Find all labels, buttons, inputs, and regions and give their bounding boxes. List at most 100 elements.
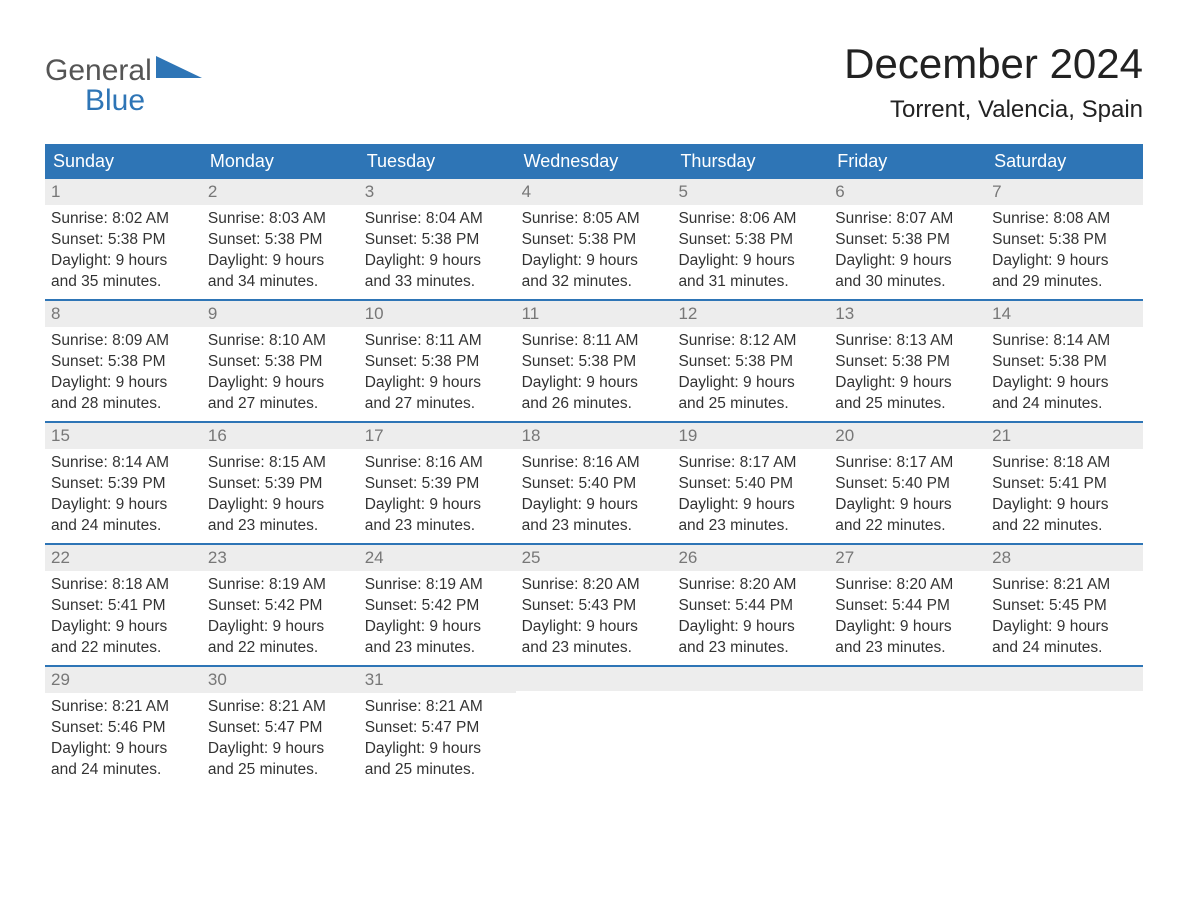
day-number: 22 [45,545,202,571]
calendar-grid: SundayMondayTuesdayWednesdayThursdayFrid… [45,144,1143,787]
day-cell: 30Sunrise: 8:21 AMSunset: 5:47 PMDayligh… [202,667,359,787]
sunrise-line: Sunrise: 8:08 AM [992,209,1137,230]
daylight-line-2: and 25 minutes. [835,394,980,415]
sunrise-line: Sunrise: 8:20 AM [522,575,667,596]
sunset-line: Sunset: 5:38 PM [365,230,510,251]
sunset-line: Sunset: 5:39 PM [208,474,353,495]
sunset-line: Sunset: 5:41 PM [51,596,196,617]
logo-word-blue: Blue [45,86,152,116]
logo-text: General Blue [45,56,152,116]
day-cell [672,667,829,787]
day-body: Sunrise: 8:02 AMSunset: 5:38 PMDaylight:… [45,205,202,299]
sunrise-line: Sunrise: 8:06 AM [678,209,823,230]
sunset-line: Sunset: 5:43 PM [522,596,667,617]
sunrise-line: Sunrise: 8:14 AM [992,331,1137,352]
day-body: Sunrise: 8:05 AMSunset: 5:38 PMDaylight:… [516,205,673,299]
day-number: 5 [672,179,829,205]
weekday-header: Monday [202,144,359,179]
daylight-line-1: Daylight: 9 hours [51,617,196,638]
day-number: 15 [45,423,202,449]
daylight-line-1: Daylight: 9 hours [522,373,667,394]
day-number: 17 [359,423,516,449]
daylight-line-1: Daylight: 9 hours [51,251,196,272]
day-number: 29 [45,667,202,693]
day-number: 27 [829,545,986,571]
daylight-line-2: and 22 minutes. [51,638,196,659]
daylight-line-2: and 22 minutes. [835,516,980,537]
sunrise-line: Sunrise: 8:18 AM [51,575,196,596]
daylight-line-2: and 28 minutes. [51,394,196,415]
day-number: 1 [45,179,202,205]
daylight-line-2: and 23 minutes. [208,516,353,537]
day-cell: 31Sunrise: 8:21 AMSunset: 5:47 PMDayligh… [359,667,516,787]
daylight-line-2: and 23 minutes. [365,516,510,537]
day-cell: 1Sunrise: 8:02 AMSunset: 5:38 PMDaylight… [45,179,202,299]
empty-day-number [986,667,1143,691]
daylight-line-1: Daylight: 9 hours [835,617,980,638]
daylight-line-1: Daylight: 9 hours [835,373,980,394]
logo-word-general: General [45,56,152,86]
daylight-line-2: and 35 minutes. [51,272,196,293]
day-number: 2 [202,179,359,205]
day-cell: 29Sunrise: 8:21 AMSunset: 5:46 PMDayligh… [45,667,202,787]
daylight-line-1: Daylight: 9 hours [522,495,667,516]
day-cell: 14Sunrise: 8:14 AMSunset: 5:38 PMDayligh… [986,301,1143,421]
day-body: Sunrise: 8:20 AMSunset: 5:44 PMDaylight:… [829,571,986,665]
month-title: December 2024 [844,40,1143,88]
sunset-line: Sunset: 5:45 PM [992,596,1137,617]
day-cell: 8Sunrise: 8:09 AMSunset: 5:38 PMDaylight… [45,301,202,421]
weeks-container: 1Sunrise: 8:02 AMSunset: 5:38 PMDaylight… [45,179,1143,787]
sunrise-line: Sunrise: 8:21 AM [365,697,510,718]
day-cell: 17Sunrise: 8:16 AMSunset: 5:39 PMDayligh… [359,423,516,543]
sunset-line: Sunset: 5:38 PM [992,352,1137,373]
weekday-header: Tuesday [359,144,516,179]
sunset-line: Sunset: 5:40 PM [678,474,823,495]
logo-triangle-icon [156,56,206,89]
daylight-line-1: Daylight: 9 hours [522,251,667,272]
sunrise-line: Sunrise: 8:10 AM [208,331,353,352]
daylight-line-2: and 23 minutes. [678,638,823,659]
day-number: 24 [359,545,516,571]
sunrise-line: Sunrise: 8:14 AM [51,453,196,474]
sunset-line: Sunset: 5:40 PM [835,474,980,495]
daylight-line-2: and 23 minutes. [835,638,980,659]
sunset-line: Sunset: 5:40 PM [522,474,667,495]
daylight-line-2: and 24 minutes. [992,638,1137,659]
calendar-week: 22Sunrise: 8:18 AMSunset: 5:41 PMDayligh… [45,543,1143,665]
day-number: 14 [986,301,1143,327]
day-number: 16 [202,423,359,449]
sunrise-line: Sunrise: 8:20 AM [835,575,980,596]
daylight-line-1: Daylight: 9 hours [678,617,823,638]
sunset-line: Sunset: 5:47 PM [365,718,510,739]
daylight-line-1: Daylight: 9 hours [51,373,196,394]
sunrise-line: Sunrise: 8:17 AM [835,453,980,474]
daylight-line-1: Daylight: 9 hours [992,495,1137,516]
sunset-line: Sunset: 5:38 PM [678,230,823,251]
weekday-header: Thursday [672,144,829,179]
daylight-line-2: and 33 minutes. [365,272,510,293]
daylight-line-1: Daylight: 9 hours [365,617,510,638]
day-number: 19 [672,423,829,449]
daylight-line-1: Daylight: 9 hours [51,739,196,760]
day-body: Sunrise: 8:08 AMSunset: 5:38 PMDaylight:… [986,205,1143,299]
day-number: 28 [986,545,1143,571]
calendar-week: 29Sunrise: 8:21 AMSunset: 5:46 PMDayligh… [45,665,1143,787]
sunrise-line: Sunrise: 8:16 AM [522,453,667,474]
day-body: Sunrise: 8:19 AMSunset: 5:42 PMDaylight:… [359,571,516,665]
sunset-line: Sunset: 5:38 PM [51,352,196,373]
day-cell: 25Sunrise: 8:20 AMSunset: 5:43 PMDayligh… [516,545,673,665]
day-body: Sunrise: 8:10 AMSunset: 5:38 PMDaylight:… [202,327,359,421]
daylight-line-2: and 26 minutes. [522,394,667,415]
empty-day-number [829,667,986,691]
daylight-line-1: Daylight: 9 hours [365,373,510,394]
day-number: 23 [202,545,359,571]
day-body: Sunrise: 8:18 AMSunset: 5:41 PMDaylight:… [45,571,202,665]
daylight-line-2: and 29 minutes. [992,272,1137,293]
sunset-line: Sunset: 5:42 PM [365,596,510,617]
weekday-header: Wednesday [516,144,673,179]
day-cell: 9Sunrise: 8:10 AMSunset: 5:38 PMDaylight… [202,301,359,421]
day-cell: 11Sunrise: 8:11 AMSunset: 5:38 PMDayligh… [516,301,673,421]
sunset-line: Sunset: 5:38 PM [208,230,353,251]
day-cell: 12Sunrise: 8:12 AMSunset: 5:38 PMDayligh… [672,301,829,421]
sunrise-line: Sunrise: 8:07 AM [835,209,980,230]
